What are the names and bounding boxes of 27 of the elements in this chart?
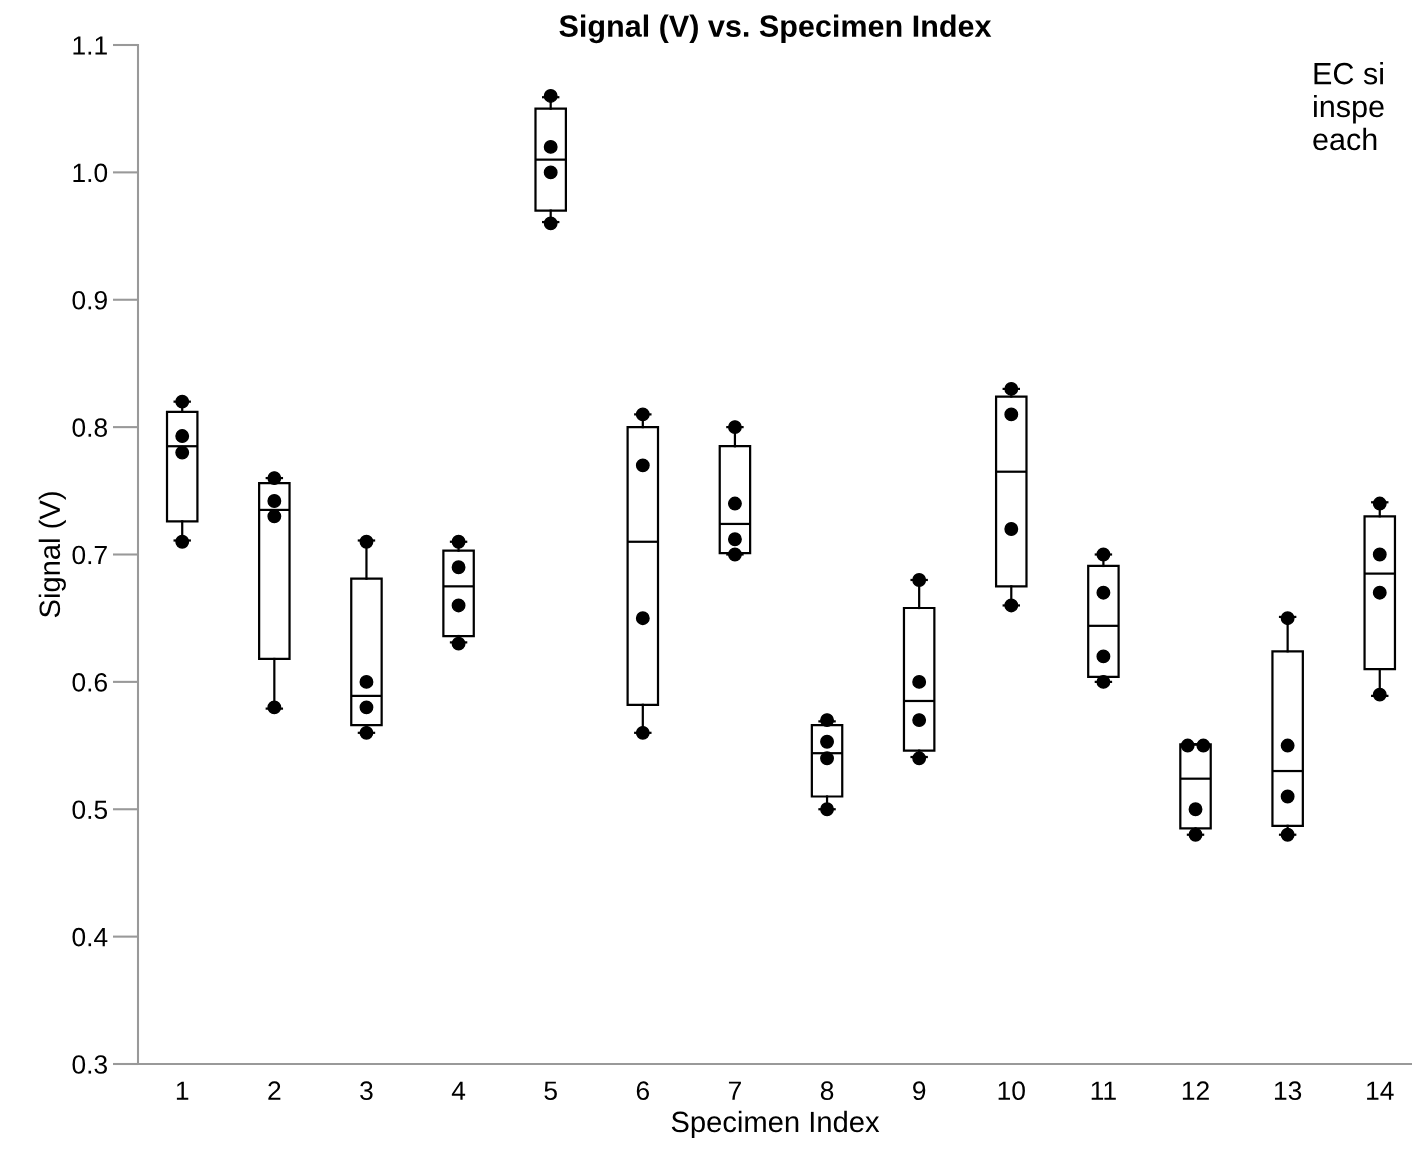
y-tick-label: 0.7 xyxy=(72,545,107,565)
x-tick-label: 9 xyxy=(913,1081,926,1101)
x-tick-label: 12 xyxy=(1182,1081,1209,1100)
x-axis-title: Specimen Index xyxy=(671,1110,880,1139)
x-tick-label: 7 xyxy=(728,1081,741,1100)
x-tick-label: 4 xyxy=(451,1081,466,1100)
x-tick-label: 5 xyxy=(544,1081,557,1101)
x-tick-label: 2 xyxy=(268,1081,281,1100)
x-tick-label: 8 xyxy=(820,1081,834,1101)
x-tick-label: 10 xyxy=(998,1081,1025,1101)
chart-title: Signal (V) vs. Specimen Index xyxy=(559,14,992,44)
y-tick-label: 0.4 xyxy=(72,927,108,947)
y-tick-label: 1.0 xyxy=(73,163,108,183)
x-tick-label: 6 xyxy=(636,1081,649,1101)
y-axis-title: Signal (V) xyxy=(38,492,66,618)
x-tick-label: 1 xyxy=(176,1081,189,1100)
y-tick-label: 0.8 xyxy=(72,418,107,437)
x-tick-label: 14 xyxy=(1367,1081,1394,1100)
y-tick-label: 1.1 xyxy=(73,36,107,55)
x-tick-label: 13 xyxy=(1274,1081,1302,1101)
x-tick-label: 11 xyxy=(1091,1081,1116,1100)
annotation: EC si inspe each xyxy=(1313,62,1384,151)
x-tick-label: 3 xyxy=(360,1081,373,1101)
y-tick-label: 0.3 xyxy=(72,1055,107,1074)
y-tick-label: 0.5 xyxy=(72,800,108,820)
y-tick-label: 0.6 xyxy=(72,673,107,692)
y-tick-label: 0.9 xyxy=(72,290,107,310)
